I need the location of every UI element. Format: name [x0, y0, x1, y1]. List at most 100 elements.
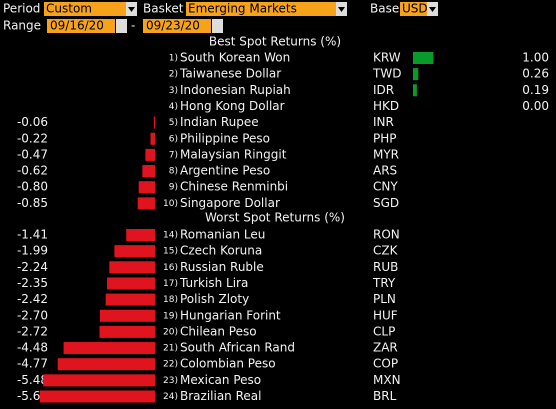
return-bar: [63, 342, 155, 355]
section-title: Best Spot Returns (%): [209, 35, 341, 49]
currency-code: ZAR: [373, 341, 398, 355]
return-value: -4.48: [17, 341, 48, 355]
currency-code: RON: [373, 228, 400, 242]
return-bar: [413, 84, 417, 97]
return-bar: [413, 52, 434, 64]
currency-code: KRW: [373, 51, 401, 65]
currency-name: Singapore Dollar: [180, 196, 280, 210]
calendar-button[interactable]: [116, 19, 127, 33]
return-value: -2.72: [17, 324, 48, 338]
rank: 19): [163, 311, 178, 321]
currency-name: Romanian Leu: [180, 228, 265, 242]
rank: 9): [169, 183, 178, 193]
return-value: -0.85: [17, 196, 48, 210]
currency-code: MXN: [373, 373, 401, 387]
rank: 20): [163, 327, 178, 337]
currency-code: SGD: [373, 196, 399, 210]
rank: 8): [169, 167, 178, 177]
base-value[interactable]: USD: [402, 2, 428, 16]
section-title: Worst Spot Returns (%): [205, 211, 345, 225]
currency-code: HKD: [373, 99, 399, 113]
start-date[interactable]: 09/16/20: [50, 19, 104, 33]
base-field[interactable]: [400, 2, 427, 16]
period-value[interactable]: Custom: [46, 2, 92, 16]
return-bar: [107, 277, 155, 290]
currency-code: PHP: [373, 131, 397, 145]
return-bar: [138, 181, 155, 194]
rank: 2): [169, 70, 178, 80]
return-bar: [150, 132, 155, 145]
return-value: -0.80: [17, 180, 48, 194]
currency-name: Turkish Lira: [179, 276, 248, 290]
currency-name: Russian Ruble: [180, 260, 264, 274]
currency-name: Chinese Renminbi: [180, 180, 288, 194]
currency-code: HUF: [373, 308, 398, 322]
return-bar: [99, 325, 155, 338]
currency-code: INR: [373, 115, 394, 129]
currency-name: Brazilian Real: [180, 389, 261, 403]
return-bar: [105, 293, 155, 306]
dropdown-arrow: [128, 7, 135, 12]
basket-field[interactable]: [186, 2, 336, 16]
range-label: Range: [3, 19, 41, 33]
currency-code: TRY: [372, 276, 396, 290]
return-bar: [109, 261, 155, 274]
start-field[interactable]: [47, 19, 115, 33]
currency-code: COP: [373, 357, 398, 371]
return-bar: [137, 197, 155, 210]
currency-name: Indonesian Rupiah: [180, 83, 291, 97]
currency-code: BRL: [373, 389, 397, 403]
return-value: -2.24: [17, 260, 48, 274]
return-value: 0.00: [522, 99, 549, 113]
base-label: Base: [370, 2, 399, 16]
basket-value[interactable]: Emerging Markets: [188, 2, 297, 16]
rank: 4): [169, 102, 178, 112]
return-value: -2.35: [17, 276, 48, 290]
return-value: -2.42: [17, 292, 48, 306]
currency-name: Mexican Peso: [180, 373, 261, 387]
return-bar: [57, 358, 155, 371]
rank: 16): [163, 263, 178, 273]
currency-name: Polish Zloty: [180, 292, 249, 306]
return-value: -4.77: [17, 357, 48, 371]
return-value: -2.70: [17, 308, 48, 322]
currency-code: TWD: [372, 67, 401, 81]
currency-name: Hong Kong Dollar: [180, 99, 285, 113]
rank: 14): [163, 231, 178, 241]
dropdown-arrow: [429, 7, 436, 12]
return-bar: [114, 245, 155, 258]
return-bar: [43, 374, 155, 387]
rank: 10): [163, 199, 178, 209]
return-value: 0.19: [522, 83, 549, 97]
return-value: -0.62: [17, 164, 48, 178]
return-bar: [126, 229, 155, 241]
currency-code: CNY: [373, 180, 398, 194]
currency-code: MYR: [373, 147, 399, 161]
return-bar: [153, 116, 155, 129]
currency-name: Malaysian Ringgit: [180, 147, 287, 161]
calendar-button[interactable]: [212, 19, 223, 33]
return-value: -1.41: [17, 228, 48, 242]
end-field[interactable]: [143, 19, 211, 33]
currency-name: South African Rand: [180, 341, 295, 355]
rank: 17): [163, 279, 178, 289]
currency-name: Argentine Peso: [180, 164, 270, 178]
currency-name: Czech Koruna: [180, 244, 262, 258]
end-date[interactable]: 09/23/20: [146, 19, 200, 33]
return-value: 1.00: [522, 51, 549, 65]
rank: 15): [163, 247, 178, 257]
return-value: -0.06: [17, 115, 48, 129]
rank: 22): [163, 360, 178, 370]
range-separator: -: [131, 19, 135, 33]
basket-label: Basket: [143, 2, 184, 16]
currency-code: CLP: [373, 324, 395, 338]
currency-name: Taiwanese Dollar: [179, 67, 281, 81]
currency-name: Philippine Peso: [180, 131, 270, 145]
rank: 6): [169, 134, 178, 144]
period-field[interactable]: [44, 2, 126, 16]
return-value: -0.22: [17, 131, 48, 145]
return-bar: [142, 165, 155, 178]
currency-code: CZK: [373, 244, 399, 258]
